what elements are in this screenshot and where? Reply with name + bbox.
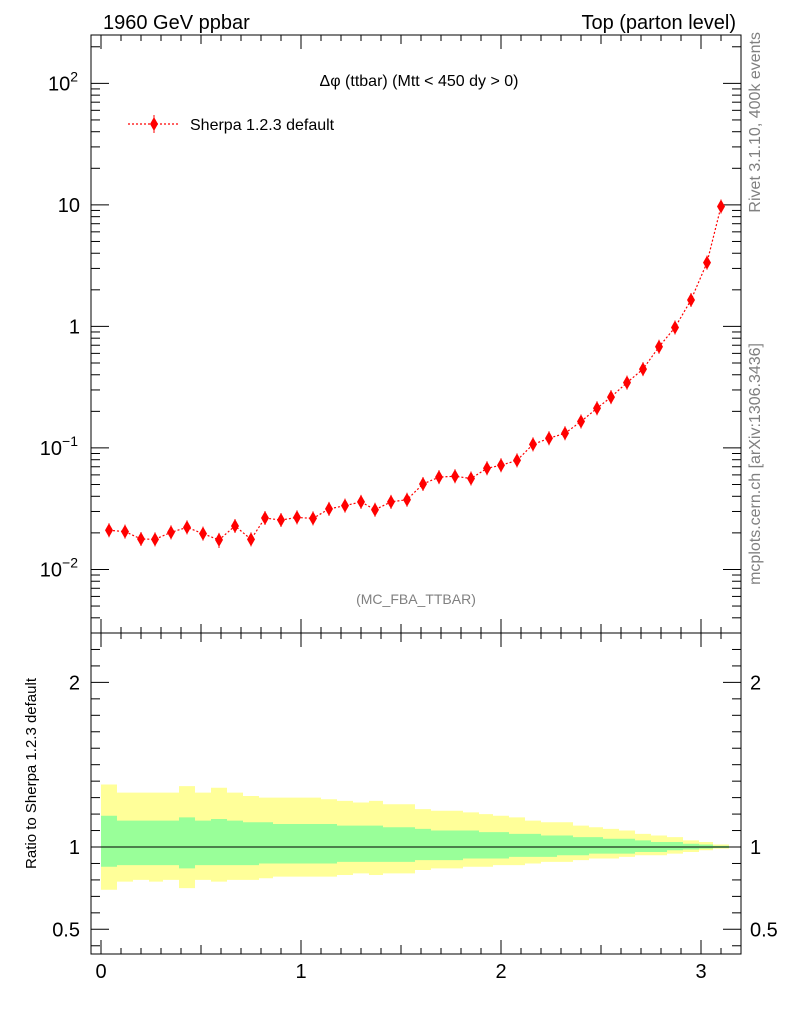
main-y-tick-label: 102 xyxy=(48,68,78,95)
data-point xyxy=(247,532,255,547)
main-axis-ticks xyxy=(91,35,742,634)
data-point xyxy=(199,526,207,541)
inner-uncertainty-band xyxy=(101,815,729,869)
data-point xyxy=(309,511,317,526)
x-tick-labels: 0 1 2 3 xyxy=(95,961,706,983)
data-point xyxy=(717,199,725,214)
data-point xyxy=(483,461,491,476)
data-point xyxy=(623,375,631,390)
ratio-y-tick-label-left: 0.5 xyxy=(52,919,80,941)
series-line xyxy=(108,206,722,541)
data-point xyxy=(261,511,269,526)
data-point xyxy=(435,470,443,485)
ratio-plot-panel: 0.5 0.5 1 1 2 2 0 1 2 3 Ratio to Sherpa 1.2.3 de… xyxy=(23,632,778,983)
data-point xyxy=(497,458,505,473)
ratio-y-tick-label-left: 2 xyxy=(69,672,80,694)
tick-label-exponent: −1 xyxy=(62,433,78,449)
x-tick-label: 0 xyxy=(95,961,106,983)
analysis-annotation: (MC_FBA_TTBAR) xyxy=(356,591,476,607)
data-point xyxy=(561,426,569,441)
main-plot-frame xyxy=(90,34,742,634)
data-point xyxy=(703,255,711,270)
data-point xyxy=(639,362,647,377)
legend-label: Sherpa 1.2.3 default xyxy=(190,117,335,134)
data-point xyxy=(277,513,285,528)
ratio-bands xyxy=(101,784,729,890)
data-point xyxy=(403,492,411,507)
data-point xyxy=(357,494,365,509)
data-point xyxy=(513,453,521,468)
data-point xyxy=(137,532,145,547)
ratio-y-tick-label-right: 2 xyxy=(750,672,761,694)
legend: Sherpa 1.2.3 default xyxy=(128,115,335,134)
ratio-y-tick-label-right: 1 xyxy=(750,837,761,859)
ratio-y-tick-labels: 0.5 0.5 1 1 2 2 xyxy=(52,672,778,941)
tick-label-base: 10 xyxy=(48,73,70,95)
header-left-label: 1960 GeV ppbar xyxy=(103,12,250,34)
data-point xyxy=(231,518,239,533)
sherpa-series xyxy=(105,199,725,549)
main-y-tick-label: 10−2 xyxy=(40,554,78,581)
main-y-tick-label: 1 xyxy=(69,316,80,338)
data-point xyxy=(293,510,301,525)
data-point xyxy=(451,469,459,484)
data-point xyxy=(105,523,113,538)
data-point xyxy=(671,320,679,335)
data-point xyxy=(687,292,695,307)
ratio-axis-ticks xyxy=(91,633,742,954)
tick-label-base: 10 xyxy=(40,438,62,460)
x-tick-label: 2 xyxy=(495,961,506,983)
ratio-y-tick-label-right: 0.5 xyxy=(750,919,778,941)
tick-label-base: 10 xyxy=(40,559,62,581)
tick-label-exponent: 2 xyxy=(70,68,78,84)
data-point xyxy=(529,437,537,452)
rivet-version-label: Rivet 3.1.10, 400k events xyxy=(747,32,764,213)
data-point xyxy=(655,339,663,354)
data-point xyxy=(151,532,159,547)
data-point xyxy=(371,502,379,517)
data-point xyxy=(121,524,129,539)
data-point xyxy=(577,414,585,429)
main-y-tick-label: 10−1 xyxy=(40,433,78,460)
x-tick-label: 3 xyxy=(695,961,706,983)
ratio-y-tick-label-left: 1 xyxy=(69,837,80,859)
ratio-plot-frame xyxy=(90,632,742,955)
data-point xyxy=(419,476,427,491)
x-tick-label: 1 xyxy=(295,961,306,983)
data-point xyxy=(387,494,395,509)
data-point xyxy=(183,520,191,535)
ratio-y-axis-label: Ratio to Sherpa 1.2.3 default xyxy=(23,677,40,869)
plot-title: Δφ (ttbar) (Mtt < 450 dy > 0) xyxy=(320,73,519,90)
data-point xyxy=(341,498,349,513)
data-point xyxy=(545,431,553,446)
data-point xyxy=(215,532,223,547)
main-y-tick-label: 10 xyxy=(58,195,80,217)
data-point xyxy=(467,471,475,486)
mcplots-label: mcplots.cern.ch [arXiv:1306.3436] xyxy=(747,343,764,585)
header-right-label: Top (parton level) xyxy=(581,12,736,34)
data-point xyxy=(167,525,175,540)
data-point xyxy=(325,501,333,516)
tick-label-exponent: −2 xyxy=(62,554,78,570)
data-point xyxy=(607,390,615,405)
data-point xyxy=(593,401,601,416)
